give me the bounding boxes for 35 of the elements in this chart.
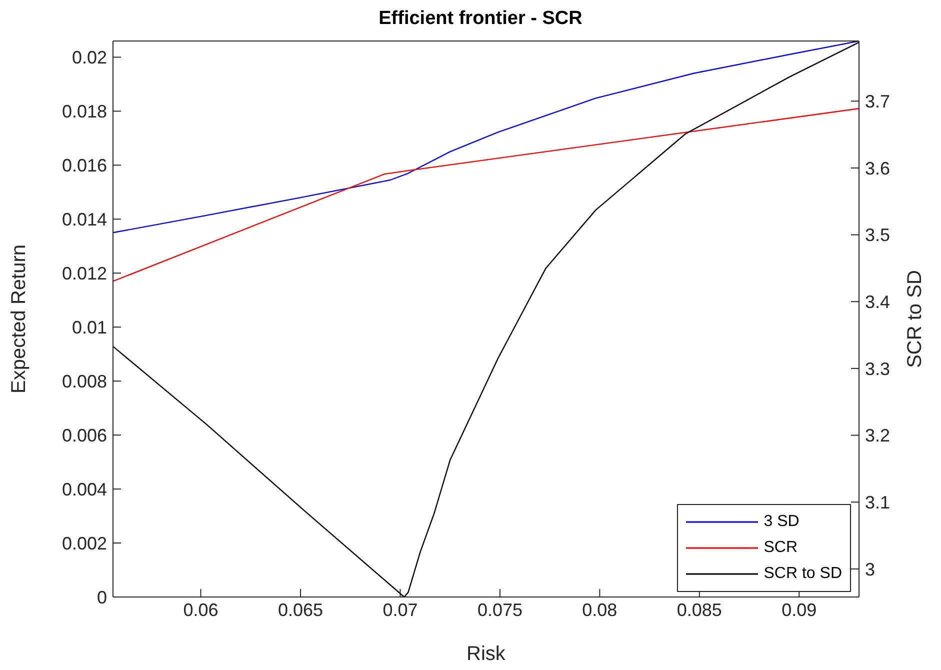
line-series xyxy=(113,108,859,282)
y2-tick-label: 3.1 xyxy=(865,492,890,512)
y-tick-label: 0.018 xyxy=(62,102,107,122)
y2-tick-label: 3 xyxy=(865,559,876,580)
y-tick-label: 0.006 xyxy=(62,425,107,446)
y-tick-label: 0.02 xyxy=(72,48,107,68)
x-tick-label: 0.075 xyxy=(477,600,522,620)
y-tick-label: 0.002 xyxy=(62,533,107,554)
legend-label: SCR xyxy=(764,539,798,557)
legend-label: SCR to SD xyxy=(764,565,842,583)
x-tick-label: 0.09 xyxy=(782,600,817,620)
x-tick-label: 0.085 xyxy=(676,600,722,620)
x-tick-label: 0.08 xyxy=(582,600,618,620)
y-tick-label: 0 xyxy=(96,587,107,608)
y2-tick-label: 3.6 xyxy=(865,158,890,178)
y-tick-label: 0.008 xyxy=(62,371,107,392)
y-tick-label: 0.01 xyxy=(72,317,107,338)
y2-tick-label: 3.5 xyxy=(865,225,890,246)
y2-axis-title: SCR to SD xyxy=(904,270,926,368)
y2-tick-label: 3.4 xyxy=(865,292,890,312)
chart-title: Efficient frontier - SCR xyxy=(378,8,584,31)
y2-tick-label: 3.2 xyxy=(865,426,890,446)
y2-tick-label: 3.7 xyxy=(865,92,890,112)
y2-tick-label: 3.3 xyxy=(865,358,890,379)
line-series xyxy=(113,42,859,597)
x-tick-label: 0.06 xyxy=(183,600,218,620)
y-tick-label: 0.014 xyxy=(62,210,107,230)
x-axis-title: Risk xyxy=(466,643,506,665)
x-tick-label: 0.065 xyxy=(278,600,324,620)
y-tick-label: 0.004 xyxy=(62,479,107,500)
x-tick-label: 0.07 xyxy=(382,600,418,620)
legend-label: 3 SD xyxy=(764,513,800,531)
y-tick-label: 0.016 xyxy=(62,156,107,176)
y-axis-title: Expected Return xyxy=(8,244,30,394)
y-tick-label: 0.012 xyxy=(62,264,107,284)
